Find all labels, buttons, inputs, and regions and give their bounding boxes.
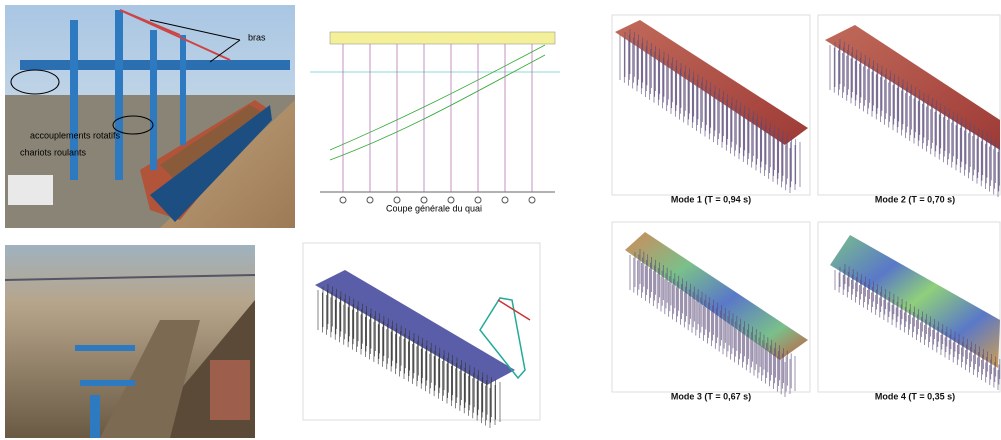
photo-label: accouplements rotatifs [30, 130, 121, 140]
photo-aerial [5, 245, 255, 438]
photo-cranes: bras accouplements rotatifs chariots rou… [5, 5, 295, 228]
mode-caption: Mode 2 (T = 0,70 s) [875, 194, 955, 204]
mode-caption: Mode 1 (T = 0,94 s) [671, 194, 751, 204]
page: bras accouplements rotatifs chariots rou… [0, 0, 1001, 440]
mode-4: Mode 4 (T = 0,35 s) [818, 222, 1001, 401]
mode-caption: Mode 3 (T = 0,67 s) [671, 391, 751, 401]
mode-1: Mode 1 (T = 0,94 s) [612, 15, 810, 204]
section-drawing: Coupe générale du quai [303, 10, 565, 215]
mode-2: Mode 2 (T = 0,70 s) [818, 15, 1001, 204]
photo-label: bras [248, 32, 266, 42]
mode-caption: Mode 4 (T = 0,35 s) [875, 391, 955, 401]
mode-3: Mode 3 (T = 0,67 s) [612, 222, 810, 401]
collage: bras accouplements rotatifs chariots rou… [0, 0, 1001, 440]
photo-label: chariots roulants [20, 147, 87, 157]
drawing-title: Coupe générale du quai [386, 203, 482, 213]
fe-model [303, 243, 540, 428]
